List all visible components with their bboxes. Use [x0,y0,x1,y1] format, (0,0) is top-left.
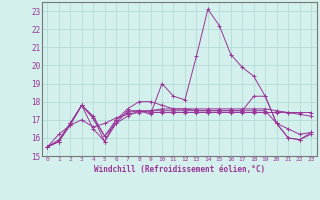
X-axis label: Windchill (Refroidissement éolien,°C): Windchill (Refroidissement éolien,°C) [94,165,265,174]
